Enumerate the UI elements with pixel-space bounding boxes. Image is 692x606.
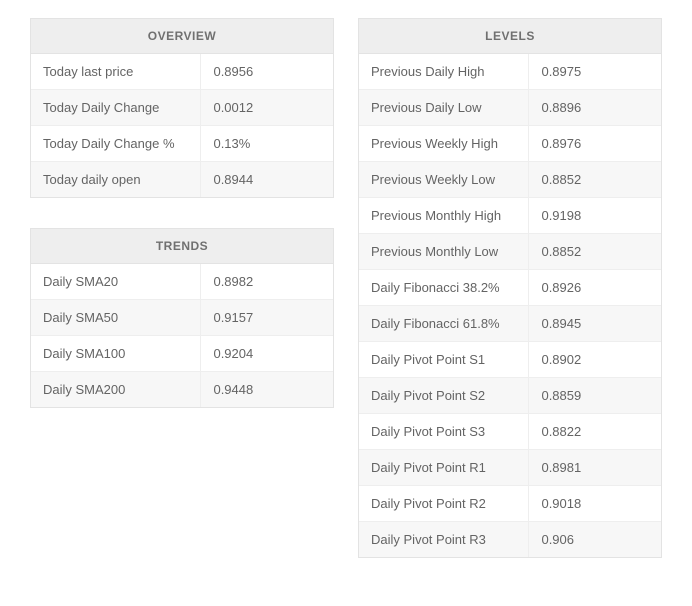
row-value: 0.906	[528, 522, 661, 557]
row-value: 0.8822	[528, 414, 661, 449]
table-row: Previous Monthly Low0.8852	[359, 234, 661, 270]
row-label: Daily Fibonacci 61.8%	[359, 306, 528, 341]
levels-panel: LEVELS Previous Daily High0.8975Previous…	[358, 18, 662, 558]
table-row: Daily Pivot Point R30.906	[359, 522, 661, 557]
table-row: Daily Pivot Point S20.8859	[359, 378, 661, 414]
table-row: Daily SMA2000.9448	[31, 372, 333, 407]
table-row: Today daily open0.8944	[31, 162, 333, 197]
row-value: 0.8976	[528, 126, 661, 161]
trends-title: TRENDS	[31, 229, 333, 264]
table-row: Previous Weekly High0.8976	[359, 126, 661, 162]
row-value: 0.8975	[528, 54, 661, 89]
row-value: 0.9448	[200, 372, 333, 407]
table-row: Previous Monthly High0.9198	[359, 198, 661, 234]
trends-body: Daily SMA200.8982Daily SMA500.9157Daily …	[31, 264, 333, 407]
table-row: Daily SMA500.9157	[31, 300, 333, 336]
row-label: Today last price	[31, 54, 200, 89]
table-row: Previous Weekly Low0.8852	[359, 162, 661, 198]
row-value: 0.9157	[200, 300, 333, 335]
row-value: 0.8982	[200, 264, 333, 299]
row-label: Previous Monthly Low	[359, 234, 528, 269]
left-column: OVERVIEW Today last price0.8956Today Dai…	[30, 18, 334, 438]
row-value: 0.0012	[200, 90, 333, 125]
table-row: Daily Pivot Point S10.8902	[359, 342, 661, 378]
table-row: Today Daily Change0.0012	[31, 90, 333, 126]
levels-body: Previous Daily High0.8975Previous Daily …	[359, 54, 661, 557]
row-value: 0.9204	[200, 336, 333, 371]
row-label: Previous Weekly Low	[359, 162, 528, 197]
row-label: Today Daily Change	[31, 90, 200, 125]
row-label: Previous Weekly High	[359, 126, 528, 161]
table-row: Previous Daily Low0.8896	[359, 90, 661, 126]
row-label: Daily SMA100	[31, 336, 200, 371]
table-row: Daily Fibonacci 61.8%0.8945	[359, 306, 661, 342]
row-value: 0.8944	[200, 162, 333, 197]
row-label: Previous Daily High	[359, 54, 528, 89]
row-value: 0.8945	[528, 306, 661, 341]
row-label: Daily SMA20	[31, 264, 200, 299]
row-value: 0.8902	[528, 342, 661, 377]
overview-body: Today last price0.8956Today Daily Change…	[31, 54, 333, 197]
row-value: 0.9018	[528, 486, 661, 521]
table-row: Previous Daily High0.8975	[359, 54, 661, 90]
row-value: 0.8956	[200, 54, 333, 89]
row-label: Daily Pivot Point R2	[359, 486, 528, 521]
trends-panel: TRENDS Daily SMA200.8982Daily SMA500.915…	[30, 228, 334, 408]
row-label: Today Daily Change %	[31, 126, 200, 161]
table-row: Today last price0.8956	[31, 54, 333, 90]
table-row: Daily Fibonacci 38.2%0.8926	[359, 270, 661, 306]
row-label: Daily Pivot Point S1	[359, 342, 528, 377]
row-value: 0.8896	[528, 90, 661, 125]
row-label: Daily SMA200	[31, 372, 200, 407]
layout-columns: OVERVIEW Today last price0.8956Today Dai…	[30, 18, 662, 588]
row-label: Previous Daily Low	[359, 90, 528, 125]
row-label: Daily Pivot Point S3	[359, 414, 528, 449]
row-label: Daily SMA50	[31, 300, 200, 335]
table-row: Daily Pivot Point R10.8981	[359, 450, 661, 486]
row-label: Daily Pivot Point R1	[359, 450, 528, 485]
row-value: 0.8852	[528, 162, 661, 197]
overview-title: OVERVIEW	[31, 19, 333, 54]
right-column: LEVELS Previous Daily High0.8975Previous…	[358, 18, 662, 588]
row-value: 0.8981	[528, 450, 661, 485]
row-value: 0.8859	[528, 378, 661, 413]
row-label: Daily Pivot Point S2	[359, 378, 528, 413]
row-label: Daily Pivot Point R3	[359, 522, 528, 557]
row-value: 0.9198	[528, 198, 661, 233]
levels-title: LEVELS	[359, 19, 661, 54]
row-value: 0.13%	[200, 126, 333, 161]
row-label: Previous Monthly High	[359, 198, 528, 233]
table-row: Daily Pivot Point S30.8822	[359, 414, 661, 450]
table-row: Today Daily Change %0.13%	[31, 126, 333, 162]
table-row: Daily Pivot Point R20.9018	[359, 486, 661, 522]
row-value: 0.8926	[528, 270, 661, 305]
table-row: Daily SMA200.8982	[31, 264, 333, 300]
row-label: Daily Fibonacci 38.2%	[359, 270, 528, 305]
table-row: Daily SMA1000.9204	[31, 336, 333, 372]
overview-panel: OVERVIEW Today last price0.8956Today Dai…	[30, 18, 334, 198]
row-label: Today daily open	[31, 162, 200, 197]
row-value: 0.8852	[528, 234, 661, 269]
